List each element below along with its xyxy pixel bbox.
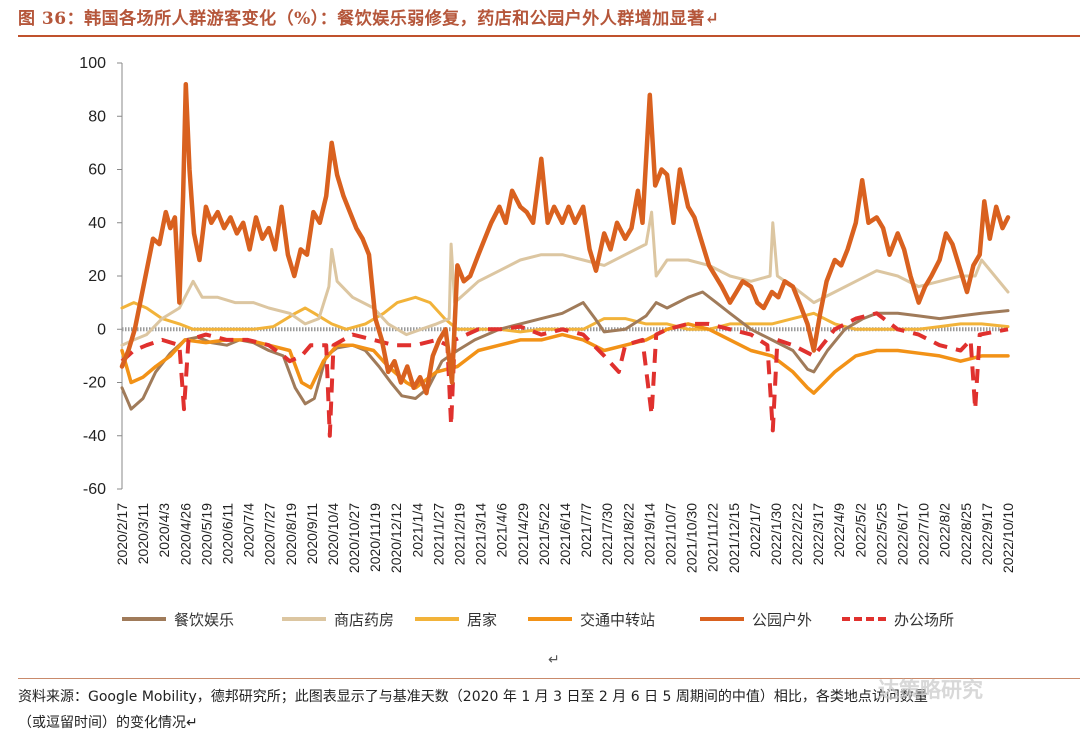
- x-tick-label: 2022/4/9: [831, 503, 847, 558]
- legend-swatch: [122, 617, 166, 621]
- y-tick-label: 60: [88, 162, 106, 179]
- y-tick-label: 80: [88, 108, 106, 125]
- x-tick-label: 2022/1/7: [747, 503, 763, 558]
- legend-swatch: [528, 617, 572, 621]
- title-rule: [18, 35, 1080, 37]
- series-line-home: [120, 295, 1010, 334]
- x-tick-label: 2020/7/4: [241, 503, 257, 558]
- legend-item-stores: 商店药房: [282, 610, 395, 629]
- x-tick-label: 2022/3/17: [810, 503, 826, 565]
- x-tick-label: 2021/10/7: [662, 503, 678, 565]
- watermark-logo: 达策略研究: [878, 678, 983, 702]
- source-rule: [18, 678, 1080, 679]
- x-tick-label: 2021/3/14: [473, 503, 489, 565]
- x-tick-label: 2022/10/10: [1000, 503, 1016, 573]
- y-tick-label: 100: [79, 55, 106, 72]
- x-tick-label: 2020/4/3: [156, 503, 172, 558]
- x-tick-label: 2022/7/10: [916, 503, 932, 565]
- x-tick-label: 2021/1/4: [409, 503, 425, 558]
- x-tick-label: 2020/12/12: [388, 503, 404, 573]
- legend-item-transit: 交通中转站: [528, 610, 656, 629]
- legend-item-office: 办公场所: [842, 610, 955, 629]
- legend-swatch: [415, 617, 459, 621]
- legend-label: 商店药房: [334, 610, 395, 629]
- x-tick-label: 2022/9/17: [979, 503, 995, 565]
- legend-label: 公园户外: [752, 610, 813, 629]
- line-chart: 100 80 60 40 20 0 -20 -40 -60 2020/2/17 2020/3/11 2…: [79, 55, 1016, 573]
- legend-label: 居家: [467, 610, 498, 629]
- x-tick-label: 2021/4/29: [515, 503, 531, 565]
- legend-label: 交通中转站: [580, 610, 656, 629]
- x-tick-label: 2022/5/2: [852, 503, 868, 558]
- x-tick-label: 2021/12/15: [726, 503, 742, 573]
- y-tick-label: -40: [83, 428, 106, 445]
- x-tick-label: 2022/6/17: [895, 503, 911, 565]
- legend-swatch: [282, 617, 326, 621]
- x-tick-label: 2021/8/22: [620, 503, 636, 565]
- x-tick-label: 2022/8/25: [958, 503, 974, 565]
- x-tick-label: 2021/10/30: [684, 503, 700, 573]
- x-tick-label: 2020/4/26: [177, 503, 193, 565]
- x-tick-label: 2020/8/19: [283, 503, 299, 565]
- legend-swatch: [700, 617, 744, 621]
- x-tick-label: 2021/5/22: [536, 503, 552, 565]
- legend-item-parks: 公园户外: [700, 610, 813, 629]
- x-tick-label: 2021/9/14: [641, 503, 657, 565]
- x-tick-label: 2020/6/11: [219, 503, 235, 564]
- x-tick-label: 2020/10/27: [346, 503, 362, 573]
- footnote-line-2: （或逗留时间）的变化情况↵: [18, 715, 198, 731]
- x-tick-label: 2021/6/14: [557, 503, 573, 565]
- x-tick-label: 2022/8/2: [937, 503, 953, 558]
- x-tick-label: 2020/11/19: [367, 503, 383, 572]
- x-tick-label: 2020/7/27: [262, 503, 278, 565]
- series-line-transit: [120, 322, 1010, 395]
- x-tick-label: 2022/2/22: [789, 503, 805, 565]
- source-footnote: 资料来源：Google Mobility，德邦研究所；此图表显示了与基准天数（2…: [18, 684, 1078, 736]
- legend-item-home: 居家: [415, 610, 498, 629]
- figure-title: 图 36：韩国各场所人群游客变化（%）：餐饮娱乐弱修复，药店和公园户外人群增加显…: [18, 9, 720, 29]
- legend-label: 办公场所: [894, 610, 955, 629]
- x-tick-label: 2021/4/6: [494, 503, 510, 558]
- x-tick-label: 2020/9/11: [304, 503, 320, 564]
- x-tick-label: 2021/7/30: [599, 503, 615, 565]
- y-tick-label: 20: [88, 268, 106, 285]
- x-tick-label: 2022/5/25: [873, 503, 889, 565]
- x-tick-label: 2020/10/4: [325, 503, 341, 565]
- legend-item-dining: 餐饮娱乐: [122, 610, 235, 629]
- x-tick-label: 2020/3/11: [135, 503, 151, 564]
- y-tick-label: 40: [88, 215, 106, 232]
- series-line-office: [120, 311, 1009, 438]
- legend-swatch: [842, 617, 886, 621]
- x-tick-label: 2020/2/17: [114, 503, 130, 565]
- x-tick-label: 2021/1/27: [430, 503, 446, 565]
- x-tick-label: 2021/11/22: [705, 503, 721, 572]
- series-line-parks: [119, 82, 1011, 396]
- y-tick-label: 0: [97, 321, 106, 338]
- x-tick-label: 2021/7/7: [578, 503, 594, 558]
- x-tick-label: 2021/2/19: [452, 503, 468, 565]
- y-tick-label: -60: [83, 481, 106, 498]
- legend-label: 餐饮娱乐: [174, 610, 235, 629]
- x-tick-label: 2020/5/19: [198, 503, 214, 565]
- x-tick-label: 2022/1/30: [768, 503, 784, 565]
- paragraph-mark: ↵: [548, 652, 560, 668]
- y-tick-label: -20: [83, 375, 106, 392]
- footnote-line-1: 资料来源：Google Mobility，德邦研究所；此图表显示了与基准天数（2…: [18, 689, 928, 705]
- figure-title-bar: 图 36：韩国各场所人群游客变化（%）：餐饮娱乐弱修复，药店和公园户外人群增加显…: [18, 6, 1078, 36]
